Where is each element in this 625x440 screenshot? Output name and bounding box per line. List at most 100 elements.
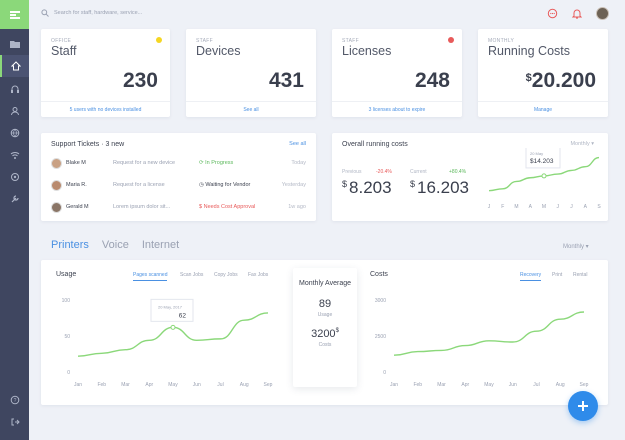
x-tick-label: Aug: [556, 382, 565, 388]
x-tick-label: Aug: [240, 382, 249, 388]
costs-average-value: 3200$: [293, 328, 357, 340]
app-logo[interactable]: [0, 0, 29, 29]
ticket-status: $ Needs Cost Approval: [199, 204, 279, 210]
card-value: 230: [122, 69, 158, 92]
x-tick-label: Jun: [509, 382, 517, 388]
headset-icon[interactable]: [0, 78, 29, 100]
ticket-status-text: Needs Cost Approval: [203, 204, 256, 210]
card-value-number: 20.200: [531, 69, 596, 92]
tab-printers[interactable]: Printers: [51, 239, 89, 251]
wrench-icon[interactable]: [0, 188, 29, 210]
x-tick-label: Apr: [145, 382, 153, 388]
tooltip-value: 62: [179, 312, 187, 319]
card-caption: MONTHLY: [488, 38, 515, 44]
ticket-status-text: In Progress: [205, 160, 234, 166]
ticket-time: 1w ago: [288, 204, 306, 210]
tab-voice[interactable]: Voice: [101, 239, 129, 251]
tabs-period-select[interactable]: Monthly ▾: [563, 244, 589, 250]
x-tick-label: Jul: [217, 382, 223, 388]
ticket-status: ⟳ In Progress: [199, 160, 279, 166]
bell-icon[interactable]: [572, 8, 582, 19]
card-footer-link[interactable]: Manage: [478, 101, 608, 117]
period-select[interactable]: Monthly ▾: [570, 141, 594, 147]
usage-chart: 100 50 0 Jan Feb Mar Apr May Jun Jul Aug Sep 20 May,…: [62, 298, 273, 388]
costs-title: Costs: [370, 271, 388, 278]
folder-icon[interactable]: [0, 33, 29, 55]
user-avatar[interactable]: [596, 7, 609, 20]
x-tick-label: J: [488, 204, 491, 210]
search-bar[interactable]: Search for staff, hardware, service...: [41, 9, 142, 17]
tooltip-box: [525, 148, 561, 169]
avatar: [51, 201, 62, 213]
search-input[interactable]: Search for staff, hardware, service...: [54, 10, 143, 16]
x-tick-label: Jan: [390, 382, 398, 388]
x-tick-label: Feb: [97, 382, 106, 388]
costs-tab-rental[interactable]: Rental: [573, 272, 588, 278]
current-change: +80.4%: [449, 169, 467, 175]
x-tick-label: S: [597, 204, 601, 210]
card-value: 431: [268, 69, 304, 92]
ticket-name: Blake M: [66, 160, 86, 166]
ticket-status-text: Waiting for Vendor: [205, 182, 251, 188]
previous-value-number: 8.203: [349, 178, 392, 197]
chat-icon[interactable]: [547, 8, 558, 19]
logout-icon[interactable]: [0, 411, 29, 433]
users-icon[interactable]: [0, 100, 29, 122]
x-tick-label: May: [168, 382, 178, 388]
y-tick-label: 2500: [375, 334, 386, 340]
x-tick-label: Sep: [264, 382, 273, 388]
usage-tab-pages-scanned[interactable]: Pages scanned: [133, 272, 168, 281]
ticket-description: Lorem ipsum dolor sit...: [113, 204, 171, 210]
ticket-row[interactable]: Gerald M Lorem ipsum dolor sit... $ Need…: [51, 198, 306, 216]
currency-symbol: $: [342, 179, 348, 189]
x-tick-label: Jan: [74, 382, 82, 388]
usage-tab-fax-jobs[interactable]: Fax Jobs: [248, 272, 269, 278]
ticket-status: ◷ Waiting for Vendor: [199, 182, 279, 188]
refresh-icon: ⟳: [199, 160, 206, 166]
costs-tab-print[interactable]: Print: [552, 272, 563, 278]
usage-average-value: 89: [318, 298, 332, 310]
currency-symbol: $: [410, 179, 416, 189]
card-footer-link[interactable]: 5 users with no devices installed: [41, 101, 170, 117]
ticket-name: Gerald M: [66, 204, 89, 210]
licenses-card: STAFF Licenses 248 3 licenses about to e…: [332, 29, 462, 117]
tab-internet[interactable]: Internet: [141, 239, 180, 251]
card-footer-link[interactable]: 3 licenses about to expire: [332, 101, 462, 117]
plus-icon: [578, 401, 588, 411]
home-icon[interactable]: [0, 55, 29, 77]
costs-tab-recovery[interactable]: Recovery: [520, 272, 542, 281]
card-caption: STAFF: [342, 38, 359, 44]
costs-average-label: Costs: [318, 342, 332, 348]
previous-change: -20.4%: [376, 169, 392, 175]
currency-symbol: $: [525, 72, 532, 84]
avatar: [51, 157, 62, 169]
top-bar: Search for staff, hardware, service...: [29, 0, 625, 30]
ticket-row[interactable]: Maria R. Request for a license ◷ Waiting…: [51, 176, 306, 194]
devices-card: STAFF Devices 431 See all: [186, 29, 316, 117]
search-icon: [41, 9, 49, 17]
globe-icon[interactable]: [0, 122, 29, 144]
card-footer-link[interactable]: See all: [186, 101, 316, 117]
y-tick-label: 0: [67, 370, 70, 376]
x-tick-label: Jul: [533, 382, 539, 388]
ticket-time: Yesterday: [281, 182, 306, 188]
svg-text:?: ?: [13, 398, 16, 404]
wifi-icon[interactable]: [0, 144, 29, 166]
add-button[interactable]: [568, 391, 598, 421]
ticket-row[interactable]: Blake M Request for a new device ⟳ In Pr…: [51, 154, 306, 172]
series-line: [393, 311, 585, 356]
overall-title: Overall running costs: [342, 141, 408, 148]
usage-tab-copy-jobs[interactable]: Copy Jobs: [214, 272, 238, 278]
see-all-link[interactable]: See all: [289, 141, 306, 147]
currency-symbol: $: [335, 328, 339, 334]
costs-chart: 3000 2500 0 Jan Feb Mar Apr May Jun Jul Aug Sep: [375, 298, 589, 388]
network-icon[interactable]: [0, 166, 29, 188]
card-caption: STAFF: [196, 38, 213, 44]
help-icon[interactable]: ?: [0, 389, 29, 411]
usage-tab-scan-jobs[interactable]: Scan Jobs: [180, 272, 204, 278]
x-tick-label: M: [514, 204, 518, 210]
current-value: $16.203: [410, 178, 469, 198]
current-label: Current: [410, 169, 427, 175]
card-caption: OFFICE: [51, 38, 72, 44]
overall-running-costs-card: Overall running costs Monthly ▾ Previous…: [332, 133, 608, 221]
